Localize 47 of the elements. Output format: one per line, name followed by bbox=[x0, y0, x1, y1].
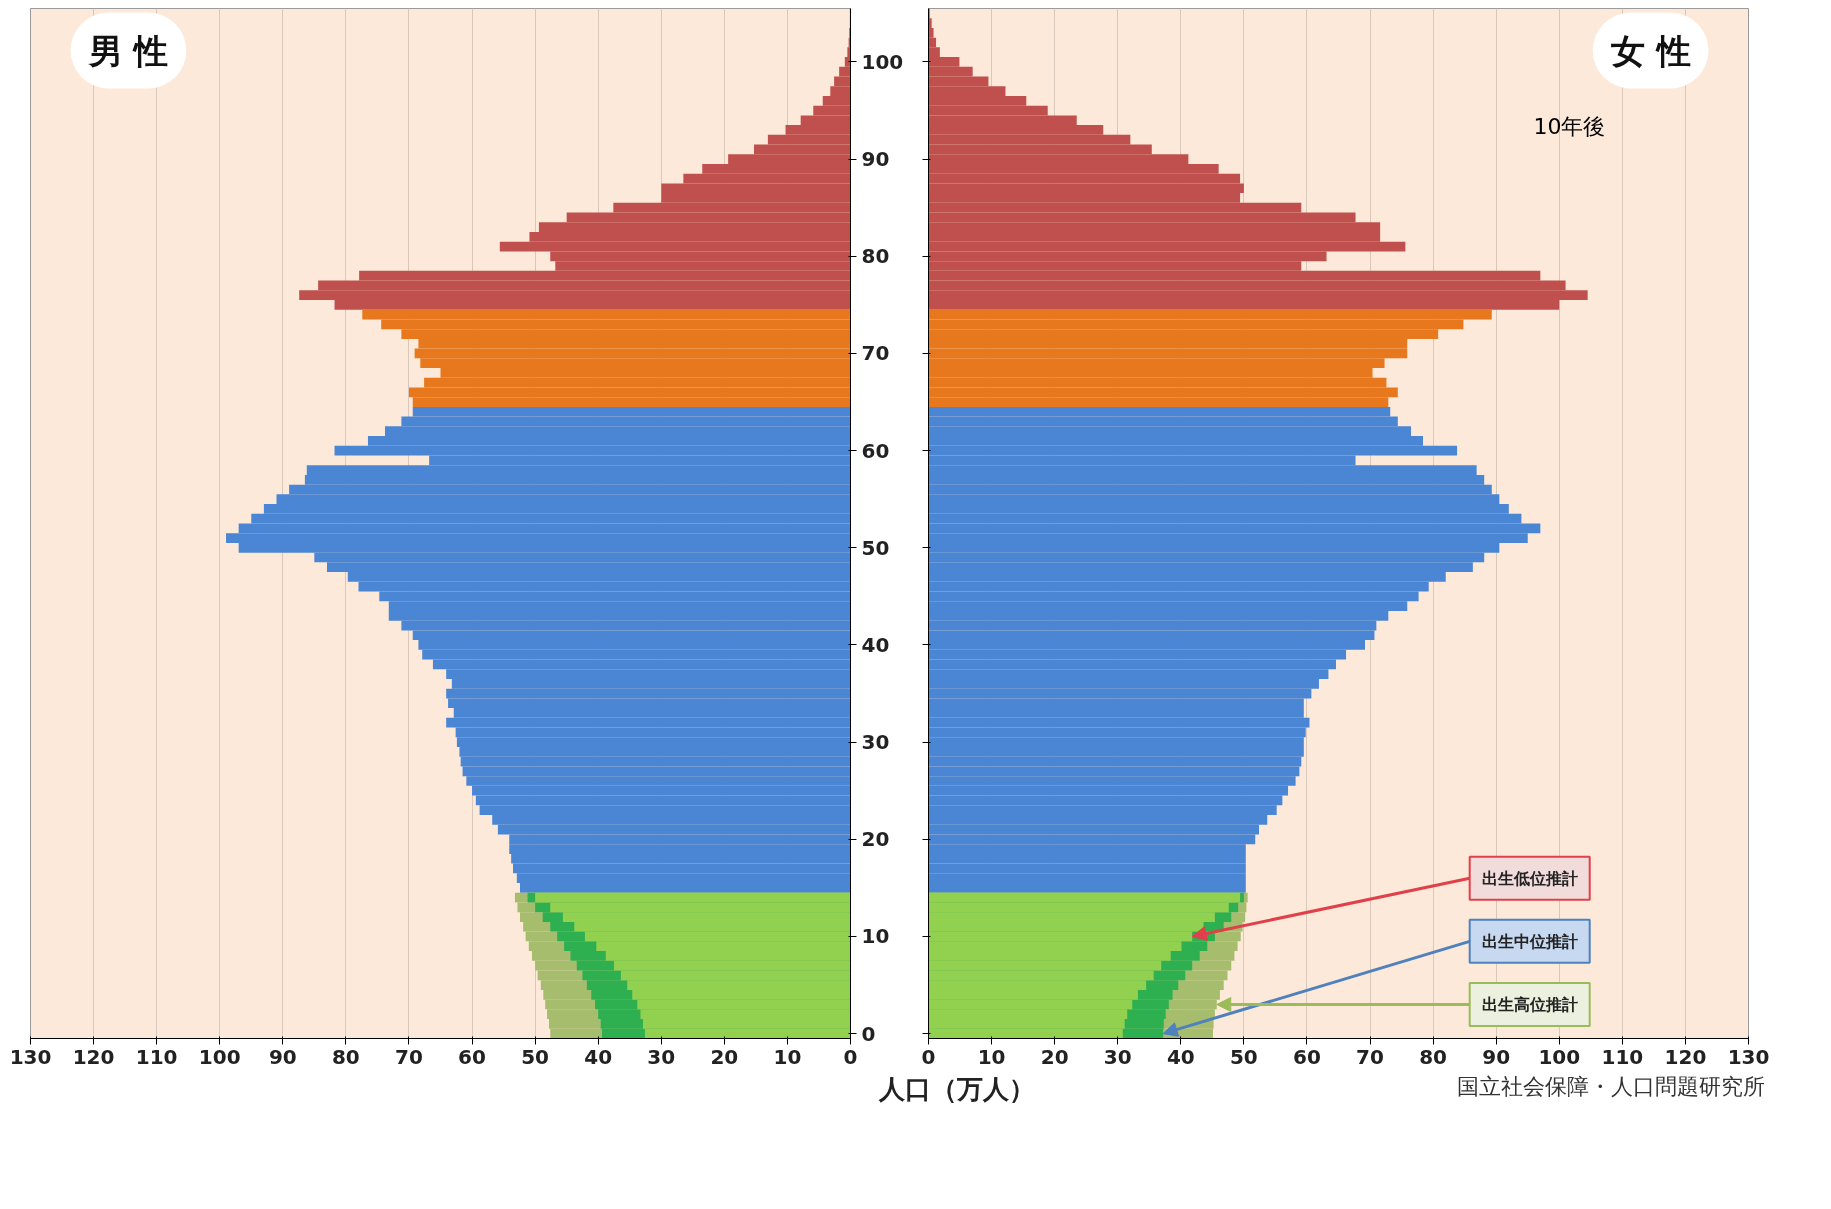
y-tick-label: 90 bbox=[861, 147, 890, 172]
y-tick-label: 60 bbox=[861, 438, 890, 463]
y-tick-label: 50 bbox=[861, 535, 890, 560]
x-tick-label: 130 bbox=[9, 1044, 52, 1069]
annotation: 出生中位推計 bbox=[1481, 931, 1578, 951]
x-tick-label: 100 bbox=[1538, 1044, 1581, 1069]
x-tick-label: 120 bbox=[1664, 1044, 1707, 1069]
x-tick-label: 10 bbox=[977, 1044, 1006, 1069]
x-tick-label: 110 bbox=[1601, 1044, 1644, 1069]
x-tick-label: 130 bbox=[1727, 1044, 1770, 1069]
x-tick-label: 120 bbox=[72, 1044, 115, 1069]
text: 国立社会保障・人口問題研究所 bbox=[1457, 1073, 1765, 1101]
y-tick-label: 100 bbox=[861, 49, 904, 74]
x-tick-label: 90 bbox=[1482, 1044, 1511, 1069]
x-tick-label: 70 bbox=[395, 1044, 423, 1069]
x-axis-title: 人口（万人） bbox=[879, 1073, 1035, 1106]
text: 男 性 bbox=[87, 30, 169, 71]
y-tick-label: 80 bbox=[861, 244, 890, 269]
x-tick-label: 110 bbox=[135, 1044, 178, 1069]
x-tick-label: 60 bbox=[1293, 1044, 1321, 1069]
x-tick-label: 50 bbox=[521, 1044, 550, 1069]
x-tick-label: 90 bbox=[268, 1044, 297, 1069]
x-tick-label: 60 bbox=[458, 1044, 486, 1069]
y-tick-label: 40 bbox=[861, 632, 890, 657]
x-tick-label: 30 bbox=[647, 1044, 676, 1069]
x-tick-label: 20 bbox=[710, 1044, 739, 1069]
x-tick-label: 0 bbox=[843, 1044, 858, 1069]
x-tick-label: 0 bbox=[921, 1044, 936, 1069]
x-tick-label: 40 bbox=[584, 1044, 613, 1069]
x-tick-label: 80 bbox=[1419, 1044, 1448, 1069]
x-tick-label: 10 bbox=[773, 1044, 802, 1069]
x-tick-label: 100 bbox=[198, 1044, 241, 1069]
x-tick-label: 70 bbox=[1356, 1044, 1384, 1069]
y-tick-label: 20 bbox=[861, 827, 890, 852]
x-tick-label: 50 bbox=[1229, 1044, 1258, 1069]
text: 女 性 bbox=[1609, 30, 1691, 71]
annotation: 出生高位推計 bbox=[1481, 994, 1578, 1014]
y-tick-label: 10 bbox=[861, 924, 890, 949]
x-tick-label: 80 bbox=[331, 1044, 360, 1069]
annotation: 出生低位推計 bbox=[1481, 868, 1578, 888]
x-tick-label: 40 bbox=[1166, 1044, 1195, 1069]
y-tick-label: 30 bbox=[861, 730, 890, 755]
x-tick-label: 30 bbox=[1103, 1044, 1132, 1069]
y-tick-label: 70 bbox=[861, 341, 890, 366]
x-tick-label: 20 bbox=[1040, 1044, 1069, 1069]
y-tick-label: 0 bbox=[861, 1021, 876, 1046]
annotation: 10年後 bbox=[1533, 113, 1606, 139]
